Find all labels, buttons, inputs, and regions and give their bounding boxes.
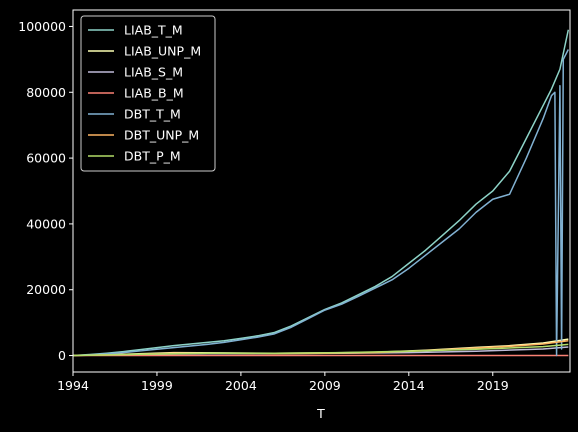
legend-entry-dbt-p-m: DBT_P_M <box>124 149 181 164</box>
x-tick-label: 2009 <box>309 378 341 393</box>
x-tick-label: 2014 <box>393 378 425 393</box>
x-tick-label: 1999 <box>141 378 173 393</box>
y-tick-label: 20000 <box>26 282 66 297</box>
plot-lines <box>72 29 570 357</box>
legend-entry-liab-b-m: LIAB_B_M <box>124 86 184 101</box>
y-axis: 0 20000 40000 60000 80000 100000 <box>18 19 73 363</box>
y-tick-label: 80000 <box>26 85 66 100</box>
legend-entry-liab-unp-m: LIAB_UNP_M <box>124 44 201 59</box>
x-tick-label: 2004 <box>225 378 257 393</box>
legend-entry-dbt-t-m: DBT_T_M <box>124 107 181 122</box>
y-tick-label: 40000 <box>26 216 66 231</box>
x-axis: 1994 1999 2004 2009 2014 2019 <box>57 372 509 393</box>
legend-box <box>80 15 216 172</box>
series-line-dbt-t-m <box>72 49 569 357</box>
series-line-dbt-p-m <box>72 343 569 357</box>
series-line-liab-t-m <box>72 29 570 357</box>
y-tick-label: 100000 <box>18 19 66 34</box>
y-tick-label: 60000 <box>26 151 66 166</box>
legend-entry-dbt-unp-m: DBT_UNP_M <box>124 128 199 143</box>
legend-entry-liab-t-m: LIAB_T_M <box>124 23 183 38</box>
legend-entry-liab-s-m: LIAB_S_M <box>124 65 183 80</box>
legend: LIAB_T_M LIAB_UNP_M LIAB_S_M LIAB_B_M DBT_T_… <box>80 15 216 172</box>
x-tick-label: 2019 <box>477 378 509 393</box>
y-tick-label: 0 <box>58 348 66 363</box>
x-axis-label: T <box>316 406 325 421</box>
plot-frame <box>72 9 571 373</box>
x-tick-label: 1994 <box>57 378 89 393</box>
